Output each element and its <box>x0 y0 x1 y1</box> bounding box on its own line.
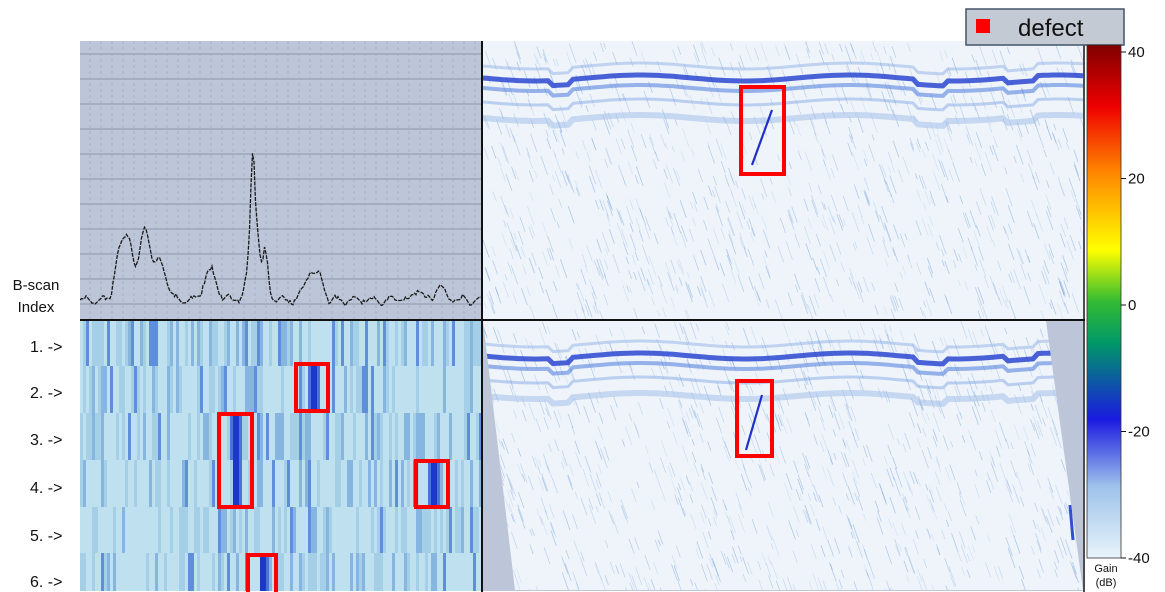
bscan-row-label: 4. -> <box>30 480 62 497</box>
bscan-image-bottom <box>483 321 1083 591</box>
defect-box-top-scan <box>739 85 786 176</box>
bscan-row-label: 2. -> <box>30 385 62 402</box>
amplitude-signal-line <box>80 153 482 307</box>
colorbar-tick-label: 40 <box>1128 44 1145 61</box>
amplitude-plot-grid <box>80 41 482 319</box>
bscan-row-label: 6. -> <box>30 574 62 591</box>
colorbar-gradient <box>1086 44 1122 559</box>
amplitude-plot-panel <box>80 41 482 319</box>
amplitude-plot-background <box>80 41 482 319</box>
defect-box-row-6 <box>246 553 278 592</box>
colorbar-unit-line1: Gain <box>1094 563 1117 575</box>
bscan-index-label-line1: B-scan <box>13 277 60 294</box>
bscan-image-top <box>483 41 1083 319</box>
legend: defect <box>965 8 1125 46</box>
legend-swatch <box>976 19 990 33</box>
colorbar-tick-label: -20 <box>1128 424 1150 441</box>
bscan-index-heatmap <box>80 321 482 591</box>
legend-label: defect <box>1018 15 1084 42</box>
colorbar: 40 20 0 -20 -40 Gain (dB) <box>1086 44 1150 589</box>
colorbar-ticks: 40 20 0 -20 -40 <box>1121 44 1150 567</box>
legend-box <box>965 8 1125 46</box>
colorbar-tick-label: -40 <box>1128 550 1150 567</box>
defect-boxes <box>217 85 786 592</box>
colorbar-tick-label: 20 <box>1128 171 1145 188</box>
bscan-row-labels: 1. -> 2. -> 3. -> 4. -> 5. -> 6. -> <box>30 339 62 591</box>
defect-box-row-4 <box>414 459 450 509</box>
bscan-row-label: 1. -> <box>30 339 62 356</box>
bscan-row-label: 5. -> <box>30 528 62 545</box>
colorbar-tick-label: 0 <box>1128 297 1136 314</box>
defect-box-row-3-4 <box>217 412 254 509</box>
bscan-row-label: 3. -> <box>30 432 62 449</box>
defect-box-bottom-scan <box>735 379 774 458</box>
defect-box-row-2 <box>294 362 330 413</box>
bscan-index-label-line2: Index <box>18 299 55 316</box>
colorbar-unit-line2: (dB) <box>1096 577 1117 589</box>
